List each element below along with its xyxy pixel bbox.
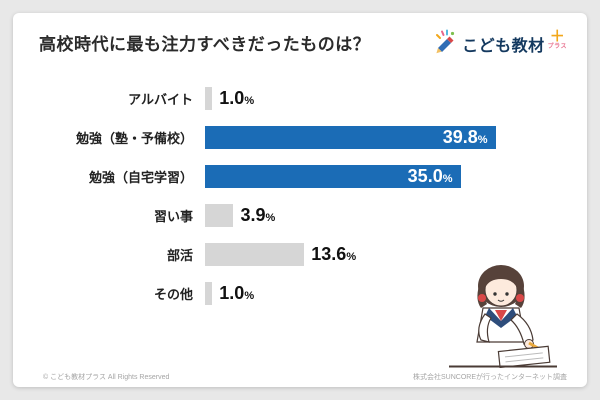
chart-row: 習い事 3.9% (41, 196, 587, 235)
footer: © こども教材プラス All Rights Reserved 株式会社SUNCO… (13, 372, 587, 382)
value-label: 3.9% (240, 205, 276, 225)
bar (205, 282, 213, 305)
chart-row: 部活 13.6% (41, 235, 587, 274)
bar (205, 243, 305, 266)
brand-logo-text: こども教材 (462, 37, 545, 55)
category-label: 勉強（自宅学習） (88, 170, 193, 185)
bar-highlighted: 39.8% (205, 126, 496, 149)
category-label: その他 (153, 287, 193, 302)
chart-row: その他 1.0% (41, 274, 587, 313)
chart-row: 勉強（自宅学習） 35.0% (41, 157, 587, 196)
brand-logo-plus: ＋ プラス (547, 28, 567, 50)
chart-row: アルバイト 1.0% (41, 79, 587, 118)
value-label: 39.8% (442, 127, 488, 147)
bar-chart: アルバイト 1.0% 勉強（塾・予備校） 39.8% 勉強（自宅学習） 35.0% 習い事 3… (13, 79, 587, 313)
bar-track: 35.0% (205, 165, 497, 188)
bar (205, 87, 213, 110)
bar-track: 1.0% (205, 87, 497, 110)
crayon-burst-icon (433, 28, 459, 59)
copyright-text: © こども教材プラス All Rights Reserved (43, 374, 170, 381)
infographic-card: 高校時代に最も注力すべきだったものは？ こども教材 ＋ プラス アルバイト 1 (13, 13, 587, 387)
bar-track: 3.9% (205, 204, 497, 227)
category-label: 勉強（塾・予備校） (75, 131, 193, 146)
value-label: 13.6% (311, 244, 357, 264)
category-label: 部活 (166, 248, 193, 263)
header: 高校時代に最も注力すべきだったものは？ こども教材 ＋ プラス (13, 13, 587, 59)
value-label: 1.0% (219, 88, 255, 108)
chart-row: 勉強（塾・予備校） 39.8% (41, 118, 587, 157)
bar (205, 204, 234, 227)
category-label: アルバイト (128, 92, 193, 107)
brand-logo: こども教材 ＋ プラス (433, 28, 567, 59)
category-label: 習い事 (153, 209, 193, 224)
bar-highlighted: 35.0% (205, 165, 461, 188)
bar-track: 1.0% (205, 282, 497, 305)
value-label: 35.0% (407, 166, 453, 186)
bar-track: 39.8% (205, 126, 497, 149)
page-title: 高校時代に最も注力すべきだったものは？ (39, 35, 371, 54)
survey-source-text: 株式会社SUNCOREが行ったインターネット調査 (412, 374, 567, 381)
student-illustration (443, 256, 561, 373)
value-label: 1.0% (219, 283, 255, 303)
bar-track: 13.6% (205, 243, 497, 266)
